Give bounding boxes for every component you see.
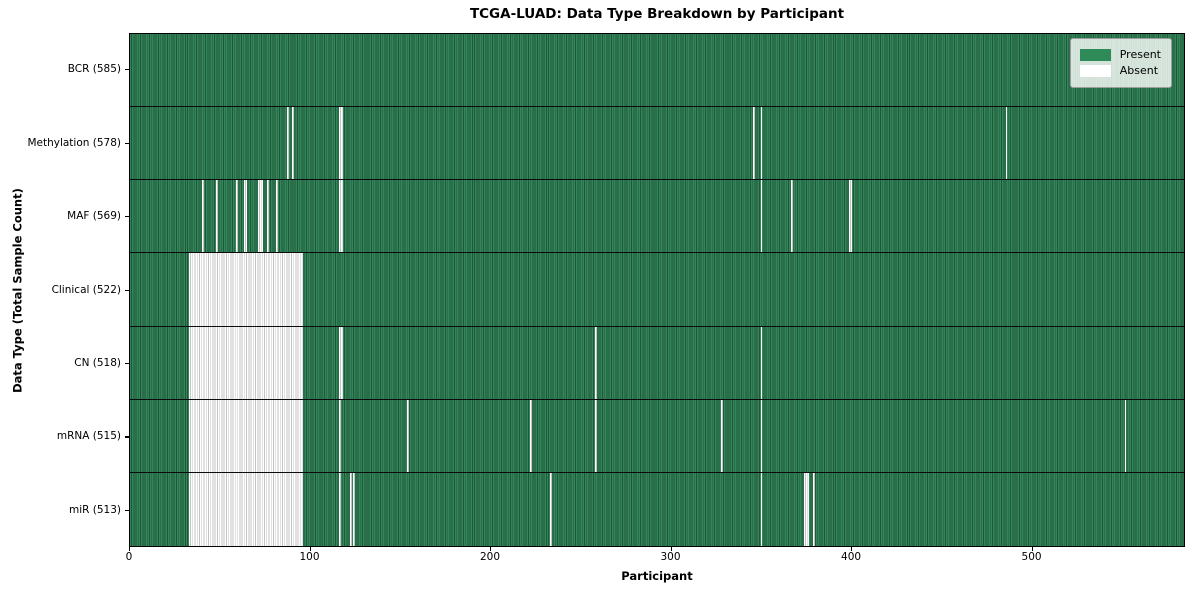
- absent-segment: [791, 180, 794, 253]
- absent-segment: [812, 472, 815, 546]
- x-tick-label: 0: [125, 551, 133, 563]
- absent-segment: [216, 180, 219, 253]
- absent-segment: [189, 472, 303, 546]
- heatmap-row-mrna: [130, 399, 1184, 473]
- absent-segment: [338, 399, 341, 472]
- x-tick-label: 300: [660, 551, 681, 563]
- heatmap-row-maf: [130, 180, 1184, 254]
- absent-segment: [594, 326, 597, 399]
- y-tick-mark: [125, 69, 129, 71]
- absent-segment: [338, 472, 341, 546]
- absent-segment: [760, 326, 763, 399]
- heatmap-row-cn: [130, 326, 1184, 400]
- y-tick-label: BCR (585): [67, 63, 121, 76]
- absent-segment: [243, 180, 248, 253]
- absent-segment: [266, 180, 269, 253]
- absent-segment: [257, 180, 264, 253]
- y-tick-label: Methylation (578): [27, 136, 121, 149]
- y-tick-label: MAF (569): [67, 210, 121, 223]
- x-tick-mark: [129, 547, 131, 551]
- y-tick-label: Clinical (522): [51, 283, 121, 296]
- y-tick-label: CN (518): [74, 356, 121, 369]
- chart-title: TCGA-LUAD: Data Type Breakdown by Partic…: [469, 6, 845, 22]
- absent-segment: [1005, 107, 1008, 180]
- legend: Present Absent: [1069, 38, 1172, 88]
- x-tick-mark: [309, 547, 311, 551]
- absent-segment: [760, 107, 763, 180]
- heatmap-row-methylation: [130, 107, 1184, 181]
- y-tick-mark: [125, 216, 129, 218]
- x-tick-mark: [1031, 547, 1033, 551]
- absent-segment: [760, 472, 763, 546]
- x-tick-label: 200: [479, 551, 501, 563]
- legend-entry-present: Present: [1079, 48, 1161, 61]
- absent-segment: [1124, 399, 1127, 472]
- absent-segment: [760, 399, 763, 472]
- absent-segment: [189, 253, 303, 326]
- y-tick-mark: [125, 362, 129, 365]
- y-tick-mark: [125, 509, 129, 511]
- y-tick-mark: [125, 142, 129, 144]
- absent-segment: [353, 472, 356, 546]
- absent-segment: [236, 180, 239, 253]
- absent-segment: [803, 472, 810, 546]
- absent-segment: [338, 180, 343, 253]
- x-axis-label: Participant: [621, 569, 693, 583]
- x-tick-label: 500: [1021, 551, 1042, 563]
- absent-swatch: [1079, 64, 1111, 77]
- x-tick-mark: [670, 547, 672, 551]
- absent-segment: [848, 180, 853, 253]
- absent-segment: [720, 399, 723, 472]
- absent-segment: [286, 107, 289, 180]
- legend-entry-absent: Absent: [1079, 64, 1161, 77]
- absent-segment: [202, 180, 204, 253]
- present-swatch: [1079, 48, 1111, 61]
- absent-segment: [594, 399, 597, 472]
- heatmap-row-mir: [130, 472, 1184, 546]
- legend-label-present: Present: [1119, 48, 1161, 61]
- absent-segment: [760, 180, 763, 253]
- absent-segment: [189, 399, 303, 472]
- x-tick-label: 100: [299, 551, 320, 563]
- absent-segment: [338, 107, 343, 180]
- y-tick-label: miR (513): [68, 503, 121, 516]
- y-tick-mark: [125, 289, 129, 291]
- absent-segment: [275, 180, 278, 253]
- x-tick-mark: [490, 547, 492, 551]
- y-tick-label: mRNA (515): [56, 430, 121, 443]
- absent-segment: [338, 326, 343, 399]
- heatmap-row-bcr: [130, 34, 1184, 108]
- absent-segment: [292, 107, 294, 180]
- x-tick-mark: [851, 547, 853, 551]
- absent-segment: [407, 399, 410, 472]
- y-tick-mark: [125, 436, 129, 438]
- heatmap-rows: [130, 34, 1184, 546]
- absent-segment: [529, 399, 532, 472]
- legend-label-absent: Absent: [1119, 64, 1159, 77]
- plot-area: [129, 33, 1185, 547]
- absent-segment: [349, 472, 352, 546]
- x-tick-label: 400: [841, 551, 862, 563]
- absent-segment: [189, 326, 303, 399]
- heatmap-row-clinical: [130, 253, 1184, 327]
- absent-segment: [753, 107, 756, 180]
- absent-segment: [549, 472, 552, 546]
